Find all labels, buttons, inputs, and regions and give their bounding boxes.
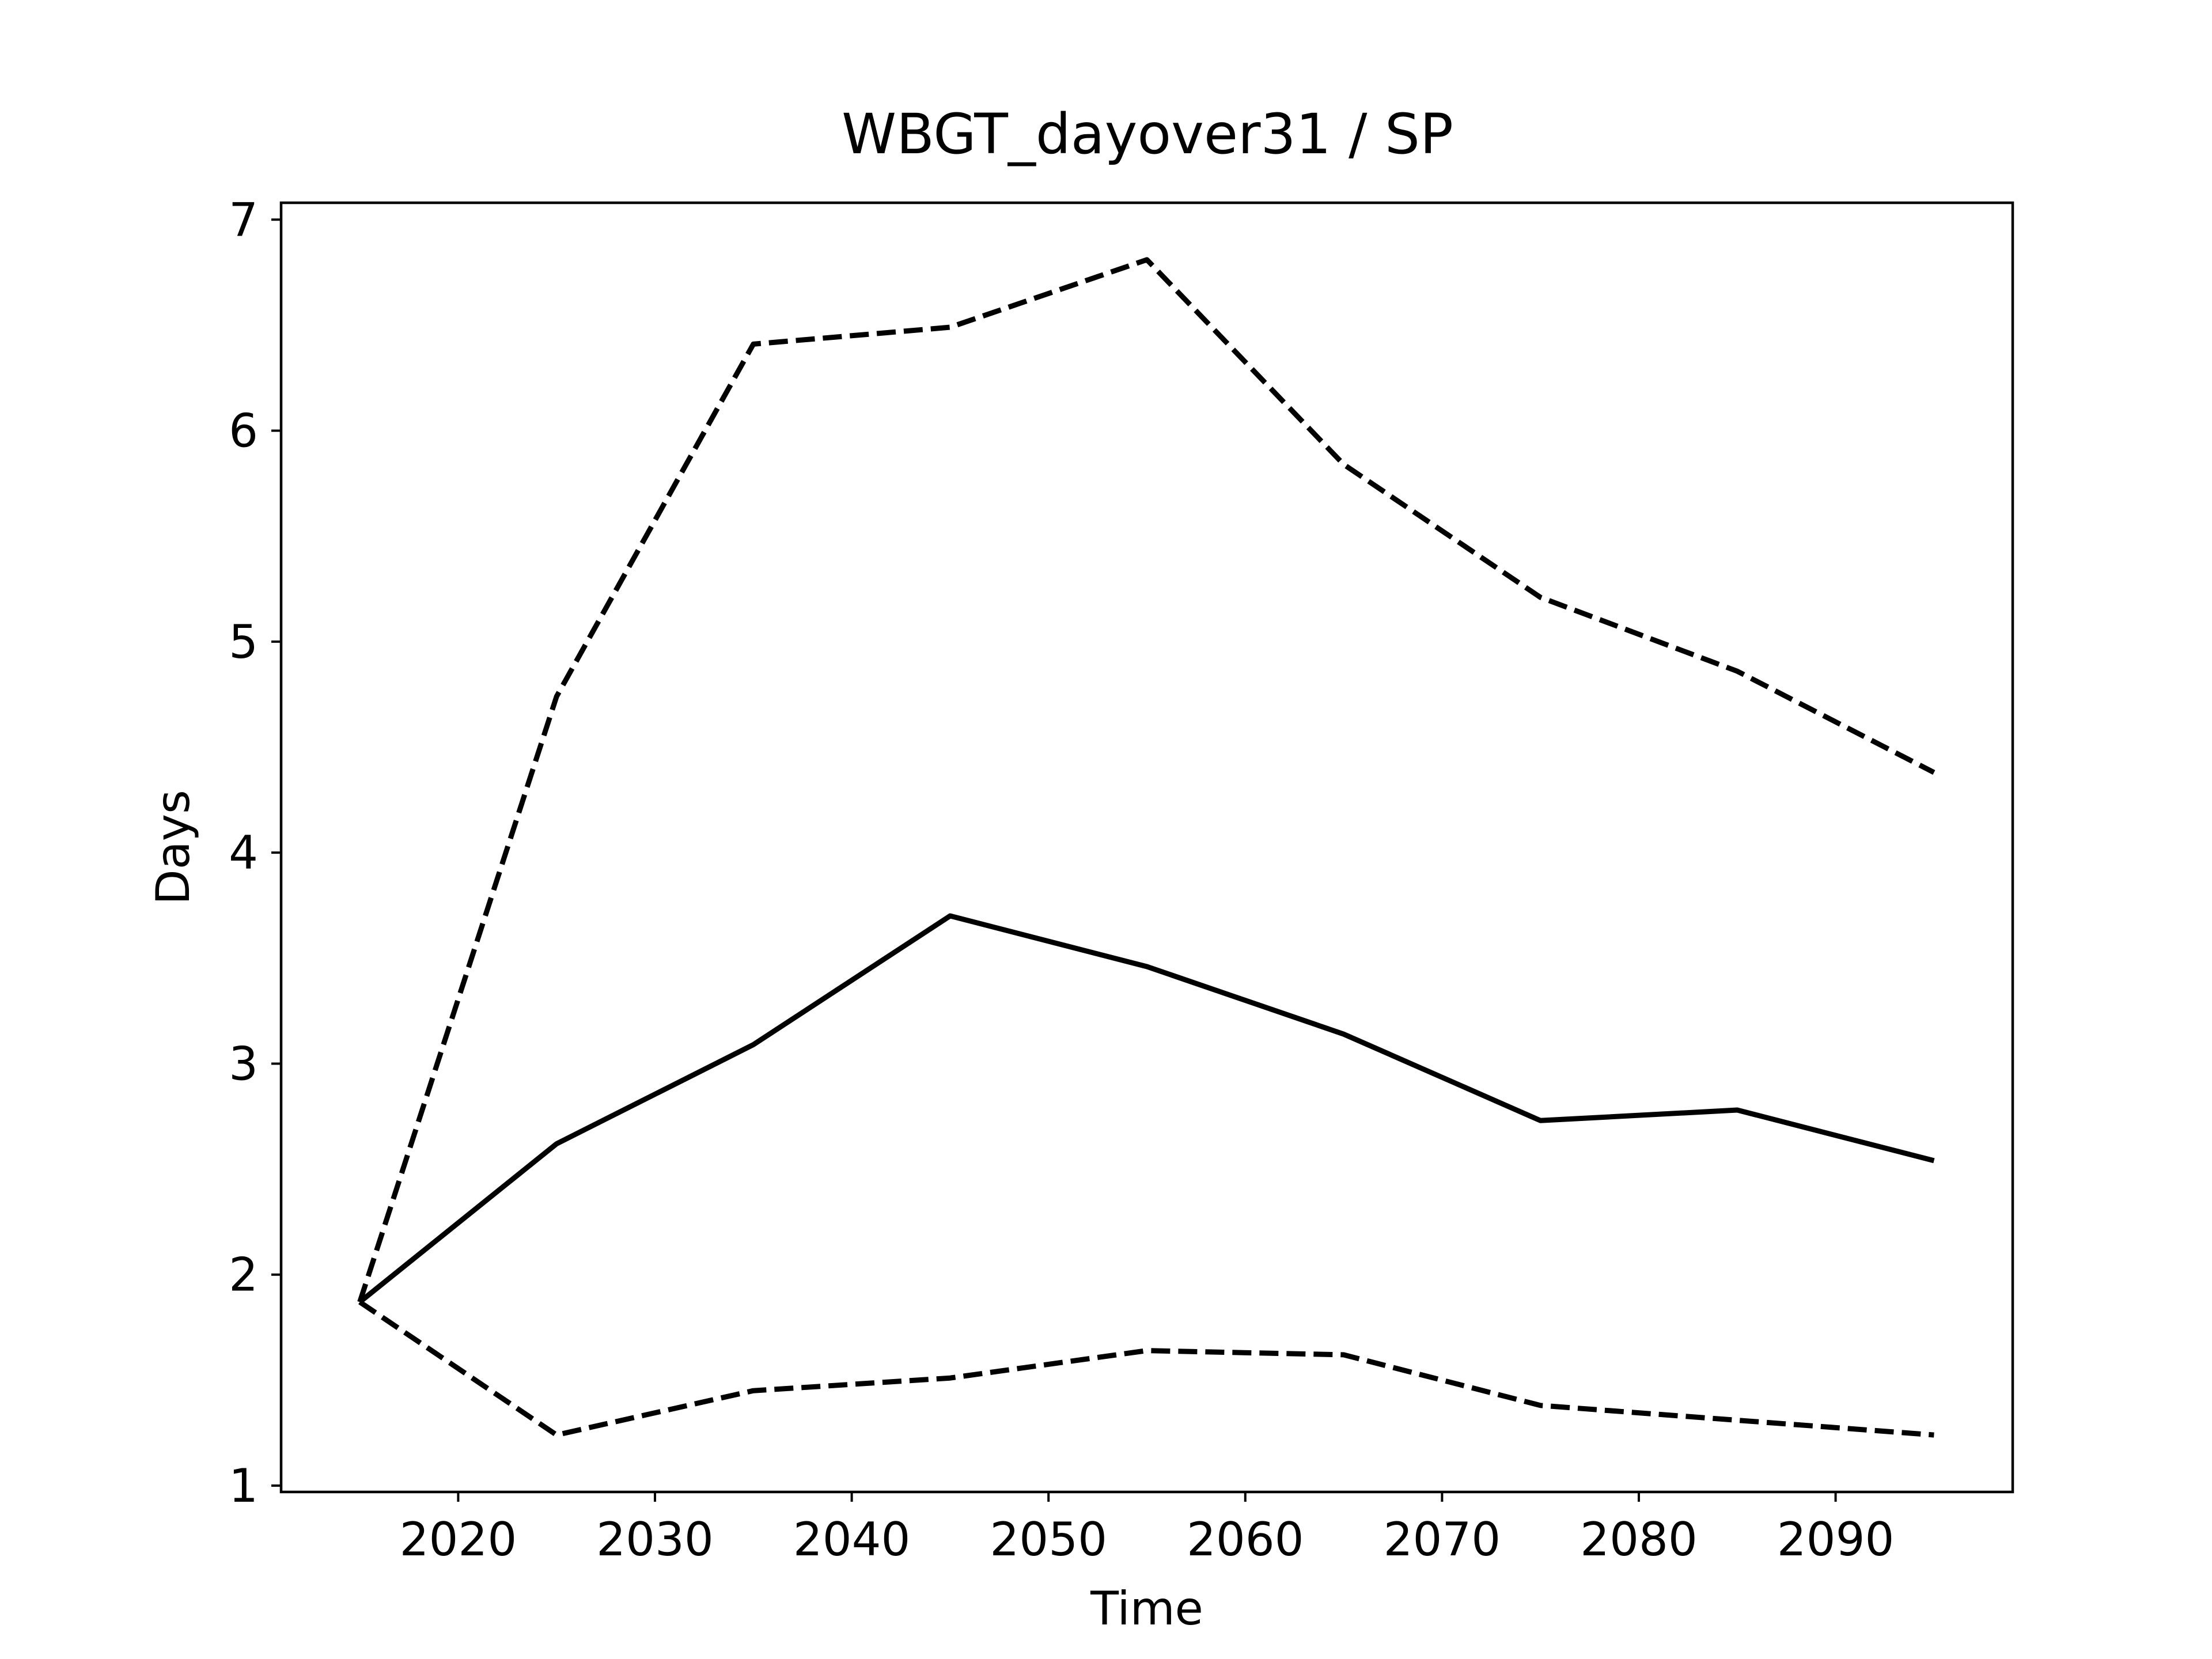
y-tick-label: 7	[229, 193, 258, 247]
y-tick-label: 6	[229, 404, 258, 458]
y-tick-label: 1	[229, 1459, 258, 1513]
y-axis-label: Days	[146, 790, 200, 905]
series-line-3	[358, 1300, 1934, 1438]
chart-title: WBGT_dayover31 / SP	[842, 102, 1453, 166]
series-line-1	[358, 913, 1935, 1304]
x-axis-label: Time	[1090, 1582, 1203, 1635]
x-tick-label: 2040	[793, 1513, 911, 1566]
plot-frame	[279, 201, 2014, 1494]
plot-area	[357, 257, 1936, 1438]
y-tick-label: 3	[229, 1037, 258, 1090]
y-tick-label: 4	[229, 826, 258, 880]
x-tick-label: 2030	[596, 1513, 714, 1566]
y-tick-label: 2	[229, 1248, 258, 1302]
series-line-2	[357, 257, 1936, 1303]
x-axis: 2020 2030 2040 2050 2060 2070 2080 2090	[400, 1492, 1895, 1566]
x-tick-label: 2060	[1187, 1513, 1304, 1566]
x-tick-label: 2050	[990, 1513, 1107, 1566]
x-tick-label: 2090	[1777, 1513, 1895, 1566]
y-axis: 1 2 3 4 5 6 7	[229, 193, 281, 1513]
x-tick-label: 2070	[1384, 1513, 1501, 1566]
y-tick-label: 5	[229, 615, 258, 669]
x-tick-label: 2080	[1580, 1513, 1698, 1566]
x-tick-label: 2020	[400, 1513, 517, 1566]
